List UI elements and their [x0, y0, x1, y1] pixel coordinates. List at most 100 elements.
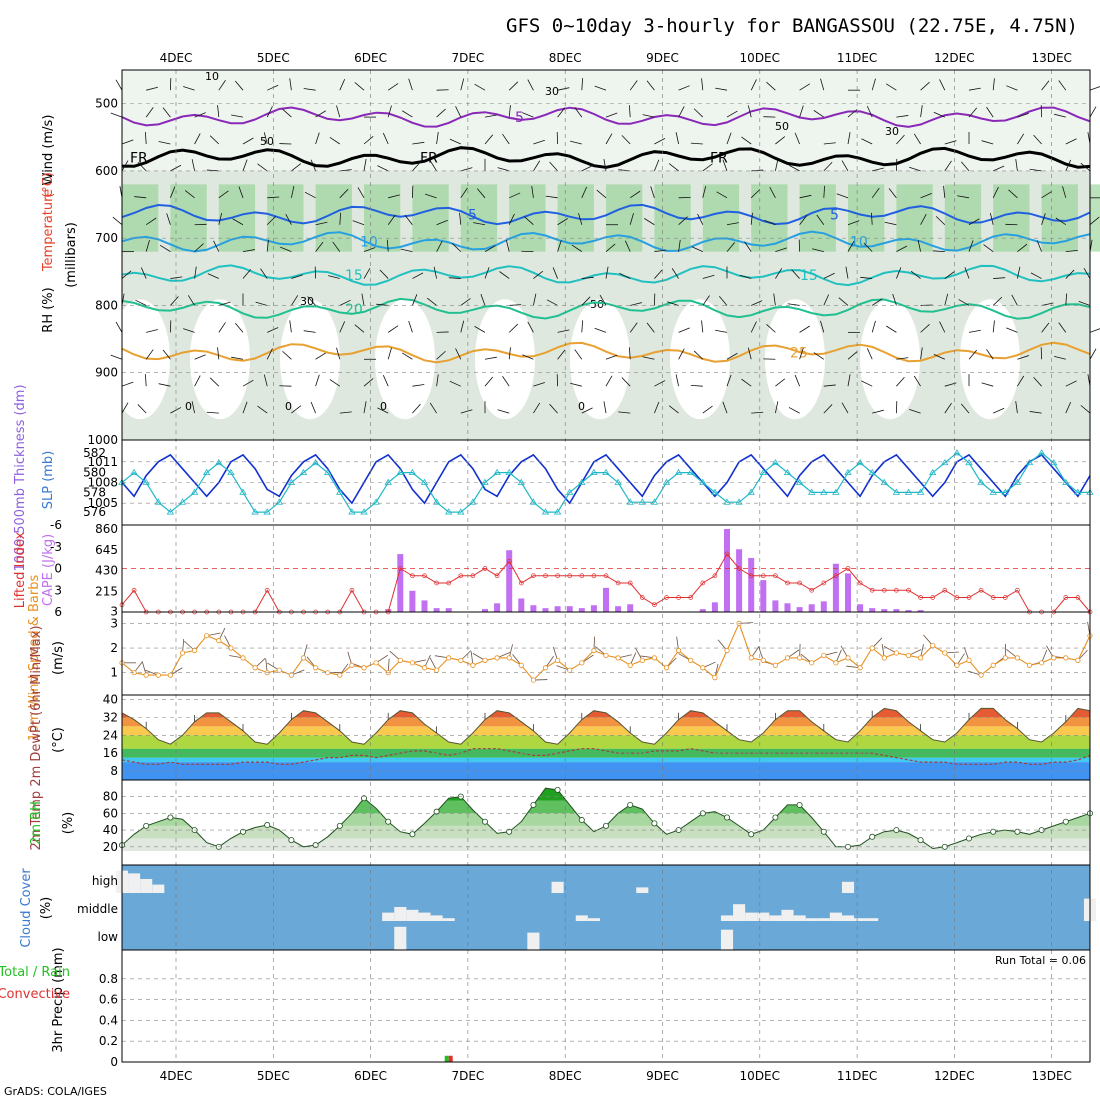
- wind-barb: [194, 354, 206, 360]
- thickness-marker: [166, 508, 175, 515]
- wind-barb: [861, 138, 873, 145]
- wind-barb: [920, 213, 927, 225]
- wind-barb: [654, 269, 663, 279]
- wind-barb: [939, 321, 946, 333]
- temp-ytick-label: 40: [103, 692, 118, 706]
- day-label-top: 6DEC: [354, 51, 387, 65]
- rh-marker: [360, 795, 367, 802]
- wind-barb: [751, 411, 764, 414]
- wind-barb: [968, 87, 981, 91]
- wind-speed-marker: [542, 665, 549, 671]
- wind-barb: [508, 347, 511, 360]
- wind-barb: [816, 214, 825, 225]
- wind-barb: [646, 80, 655, 91]
- wind-barb: [678, 106, 685, 118]
- cloud-cell: [394, 907, 407, 921]
- wind-speed-marker: [530, 677, 537, 683]
- rh-contour-label: 0: [578, 400, 585, 413]
- wind-barb: [382, 375, 389, 387]
- wind-barb: [291, 405, 302, 414]
- wind-barb: [231, 356, 244, 360]
- thickness-marker: [1037, 449, 1046, 456]
- wind-barb: [1006, 85, 1018, 91]
- wind-barb: [892, 293, 897, 306]
- wind-barb: [896, 115, 909, 118]
- wind-barb: [968, 329, 981, 333]
- wind-barb: [218, 212, 223, 225]
- rh-contour-label: 30: [300, 295, 314, 308]
- rh-moist-band: [509, 184, 546, 252]
- li-marker: [518, 580, 524, 586]
- thickness-marker: [928, 468, 937, 476]
- wind-barb: [557, 87, 570, 91]
- cloud-cell: [841, 915, 855, 921]
- wind-barb: [218, 80, 226, 91]
- li-marker: [422, 573, 427, 579]
- li-marker: [446, 580, 452, 586]
- wind-barb: [715, 87, 728, 91]
- wind-speed-marker: [240, 655, 246, 661]
- wind-barb: [191, 159, 195, 171]
- isotherm-line: [121, 146, 1091, 169]
- thickness-marker: [1074, 488, 1082, 495]
- wind-barb: [866, 105, 873, 118]
- wind-speed-marker: [337, 672, 343, 678]
- thickness-marker: [372, 498, 380, 505]
- wind-barb: [473, 222, 486, 226]
- wind-barb: [110, 112, 123, 118]
- wind-barb: [968, 107, 978, 118]
- wind-barb: [574, 349, 583, 360]
- wind-barb: [870, 212, 873, 225]
- wind-speed-marker: [760, 657, 766, 663]
- wind-barb: [747, 347, 752, 360]
- wind-barb: [377, 407, 389, 414]
- rh-moist-band: [1090, 184, 1100, 252]
- rh-marker: [845, 843, 852, 850]
- wind-barb: [332, 241, 341, 252]
- thickness-marker: [493, 468, 501, 476]
- wind-barb: [872, 167, 884, 172]
- wind-barb: [231, 114, 244, 118]
- wind-barb: [354, 82, 365, 91]
- day-label-top: 4DEC: [160, 51, 193, 65]
- day-label-bottom: 5DEC: [257, 1069, 290, 1083]
- cape-bar: [433, 608, 440, 612]
- wind-barb: [920, 105, 923, 118]
- wind-barb: [913, 375, 921, 387]
- wind-barb: [217, 105, 220, 118]
- wind-barb: [209, 135, 220, 145]
- wind-barb: [1017, 243, 1028, 252]
- li-marker: [591, 573, 597, 579]
- wind-barb: [266, 239, 269, 252]
- wind-speed-marker: [373, 660, 379, 666]
- wind-barb: [257, 405, 268, 414]
- thickness-marker: [916, 488, 925, 495]
- wind-barb: [1041, 302, 1054, 306]
- wind-barb: [845, 266, 849, 279]
- wind-speed-marker: [675, 647, 682, 654]
- rh-moist-band: [848, 184, 885, 252]
- thickness-line: [121, 452, 1090, 513]
- wind-barb: [823, 272, 835, 279]
- rh-marker: [772, 814, 779, 821]
- wind-barb: [841, 160, 849, 172]
- wind-barb: [1017, 133, 1025, 145]
- rh-moist-band: [122, 184, 159, 252]
- wind-barb: [436, 240, 443, 252]
- wind-barb: [291, 163, 302, 172]
- wind-barb: [387, 347, 392, 360]
- wind-speed-marker: [905, 652, 912, 659]
- wind-barb: [1030, 272, 1042, 279]
- wind-barb: [667, 301, 679, 306]
- wind10-unit: (m/s): [51, 641, 66, 675]
- wind-barb: [943, 185, 946, 198]
- wind-barb: [183, 328, 195, 333]
- li-marker: [700, 580, 706, 586]
- day-label-bottom: 9DEC: [646, 1069, 679, 1083]
- wind-barb: [629, 213, 634, 225]
- wind-barb: [363, 267, 371, 279]
- li-marker: [555, 573, 560, 579]
- cape-bar: [893, 609, 900, 612]
- cloud-cell: [781, 909, 794, 921]
- wind-barb: [628, 105, 631, 118]
